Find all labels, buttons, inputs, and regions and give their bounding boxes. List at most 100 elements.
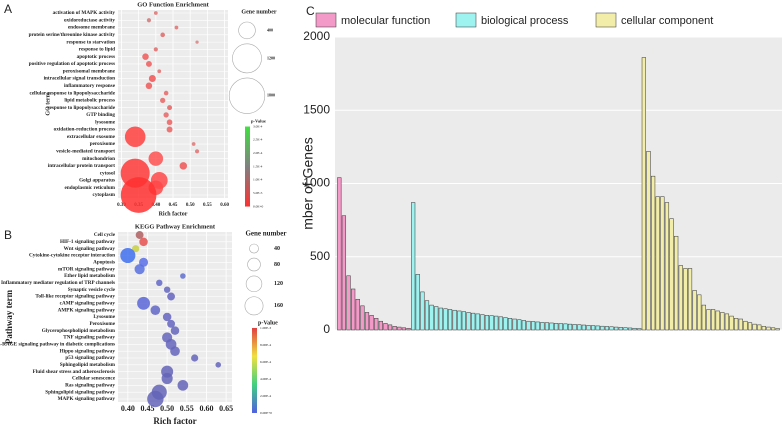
- size-legend-label: 80: [274, 262, 280, 268]
- bubble: [194, 149, 200, 154]
- bar: [540, 322, 545, 331]
- y-axis-label: GO term: [45, 92, 51, 115]
- bar: [341, 215, 347, 331]
- x-tick-label: 0.40: [151, 203, 160, 208]
- bubble: [132, 245, 140, 253]
- size-legend-label: 120: [274, 281, 283, 287]
- bubble: [145, 82, 153, 90]
- bar: [355, 298, 360, 331]
- y-tick-label: MAPK signaling pathway: [58, 396, 116, 402]
- bubble: [157, 69, 162, 74]
- y-tick-label: Cellular senescence: [72, 376, 116, 382]
- bar: [614, 326, 619, 331]
- y-tick-label: response to starvation: [66, 39, 115, 45]
- bar: [337, 177, 342, 331]
- y-tick-label: Wnt signaling pathway: [64, 246, 116, 252]
- bar: [480, 314, 485, 331]
- bar: [724, 313, 730, 331]
- bubble: [166, 119, 173, 126]
- bar: [526, 320, 531, 331]
- bar: [392, 326, 397, 331]
- bar: [674, 235, 679, 331]
- y-tick-label: cytoplasm: [93, 192, 116, 198]
- y-tick-label: mTOR signaling pathway: [58, 266, 115, 272]
- panel-label: B: [4, 228, 12, 242]
- y-tick-label: 1000: [303, 176, 330, 190]
- bubble: [167, 292, 176, 301]
- bubble: [170, 326, 180, 335]
- bubble: [161, 372, 173, 385]
- y-axis-label: mber of Genes: [300, 137, 316, 230]
- colorbar: [252, 327, 257, 413]
- bubble: [120, 177, 157, 213]
- bar: [378, 320, 383, 331]
- bar: [687, 268, 693, 331]
- bubble: [170, 346, 180, 356]
- size-legend-label: 1200: [267, 55, 275, 60]
- bar: [775, 328, 780, 331]
- bar: [586, 325, 591, 331]
- bubble: [174, 25, 179, 30]
- y-tick-label: Peroxisome: [89, 321, 115, 327]
- bar: [484, 315, 490, 331]
- x-tick-label: 0.60: [220, 203, 229, 208]
- bar: [646, 151, 651, 331]
- bar: [531, 321, 536, 331]
- size-legend-title: Gene number: [245, 230, 286, 238]
- y-tick-label: response to lipopolysaccharide: [47, 105, 115, 111]
- y-tick-label: cellular response to lipopolysaccharide: [29, 90, 115, 96]
- colorbar-label: 1.00E-3: [260, 326, 271, 330]
- x-tick-label: 0.65: [219, 404, 233, 413]
- bubble: [167, 319, 176, 328]
- panel-label: C: [306, 4, 315, 18]
- bubble: [191, 354, 199, 362]
- bar: [743, 320, 748, 331]
- x-axis-label: Rich factor: [153, 416, 196, 426]
- size-legend-circle: [232, 43, 262, 74]
- size-legend-label: 40: [274, 246, 280, 252]
- bar: [517, 319, 522, 331]
- colorbar-label: 0.00E+0: [260, 411, 272, 415]
- legend-swatch: [315, 12, 337, 28]
- bubble: [153, 11, 158, 15]
- bar: [471, 312, 476, 331]
- bubble: [150, 305, 161, 315]
- bar: [420, 291, 425, 331]
- size-legend-circle: [249, 243, 259, 254]
- bar: [692, 290, 697, 331]
- y-tick-label: HIF-1 signaling pathway: [60, 239, 115, 245]
- y-tick-label: cAMP signaling pathway: [60, 301, 116, 307]
- colorbar-label: 2.00E-4: [260, 394, 271, 398]
- y-tick-label: AGE-RAGE signaling pathway in diabetic c…: [0, 342, 115, 348]
- bar: [461, 311, 466, 331]
- bar: [507, 318, 513, 331]
- y-tick-label: peroxisomal membrane: [63, 68, 116, 74]
- bar: [424, 300, 430, 331]
- y-tick-label: GTP binding: [86, 112, 115, 118]
- bar: [443, 308, 448, 331]
- bar: [591, 325, 596, 331]
- y-tick-label: Cytokine-cytokine receptor interaction: [29, 253, 115, 259]
- bubble: [167, 105, 173, 111]
- bar: [683, 268, 688, 331]
- y-tick-label: inflammatory response: [64, 83, 116, 89]
- y-tick-label: positive regulation of apoptotic process: [29, 61, 115, 67]
- bar: [489, 315, 494, 331]
- bar: [452, 309, 457, 331]
- bar: [549, 322, 554, 331]
- bar: [669, 218, 674, 331]
- bar: [715, 310, 720, 331]
- bubble: [135, 231, 144, 239]
- bar: [346, 275, 351, 331]
- x-tick-label: 0.45: [140, 404, 154, 413]
- bar: [387, 324, 393, 331]
- y-tick-label: 500: [310, 249, 330, 263]
- bubble: [179, 162, 188, 170]
- legend-swatch: [595, 12, 617, 28]
- bar: [397, 326, 402, 331]
- bar: [434, 306, 439, 331]
- x-tick-label: 0.30: [117, 203, 126, 208]
- bar: [512, 318, 517, 331]
- bar: [664, 202, 670, 331]
